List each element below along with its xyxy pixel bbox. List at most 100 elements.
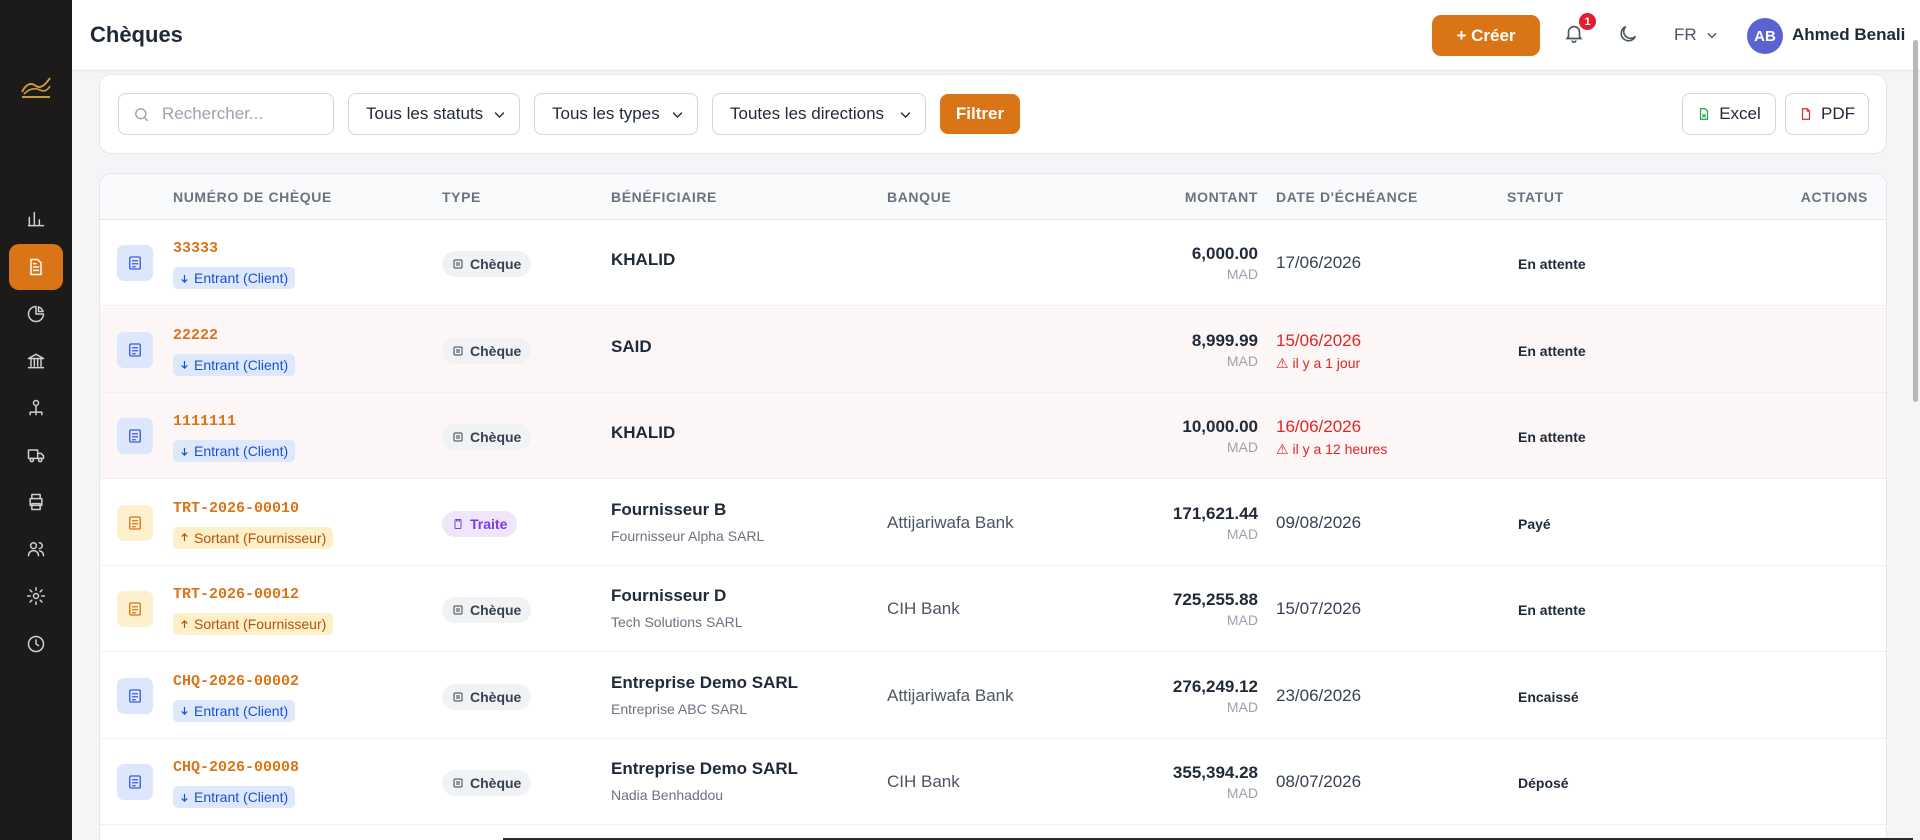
search-box[interactable]	[118, 93, 334, 135]
chevron-down-icon	[900, 111, 911, 118]
language-selector[interactable]: FR	[1674, 25, 1719, 45]
column-header-actions: ACTIONS	[1800, 189, 1868, 205]
document-icon[interactable]	[117, 418, 153, 454]
users-icon	[27, 542, 45, 557]
cheque-number[interactable]: 33333	[173, 240, 219, 257]
sidebar-item-history[interactable]	[9, 621, 63, 667]
sidebar-item-banks[interactable]	[9, 338, 63, 384]
table-row[interactable]: 22222 Entrant (Client) Chèque SAID 8,999.99 M…	[100, 306, 1886, 393]
network-icon	[29, 399, 43, 416]
direction-badge: Entrant (Client)	[173, 267, 296, 289]
arrow-down-icon	[181, 447, 188, 456]
column-header-due-date[interactable]: DATE D'ÉCHÉANCE	[1276, 189, 1418, 205]
table-row[interactable]: TRT-2026-00012 Sortant (Fournisseur) Chèqu…	[100, 566, 1886, 652]
due-date: 09/08/2026	[1276, 512, 1362, 532]
horizontal-scrollbar[interactable]	[503, 838, 1913, 840]
sidebar-item-print[interactable]	[9, 479, 63, 525]
table-row[interactable]: TRT-2026-00010 Sortant (Fournisseur) Trait…	[100, 480, 1886, 566]
bank-name: Attijariwafa Bank	[887, 512, 1014, 532]
document-icon[interactable]	[117, 331, 153, 368]
document-icon	[452, 604, 464, 616]
app-logo[interactable]	[18, 72, 54, 102]
cheque-number[interactable]: TRT-2026-00012	[173, 586, 300, 603]
create-button[interactable]: + Créer	[1432, 15, 1540, 56]
excel-export-button[interactable]: Excel	[1682, 93, 1776, 135]
direction-label: Entrant (Client)	[194, 270, 289, 286]
filter-button[interactable]: Filtrer	[940, 94, 1020, 134]
sidebar-item-deliveries[interactable]	[9, 432, 63, 478]
table-row[interactable]: 1111111 Entrant (Client) Chèque KHALID 10,00…	[100, 393, 1886, 479]
cheque-number[interactable]: CHQ-2026-00008	[173, 759, 300, 776]
sidebar-item-organization[interactable]	[9, 385, 63, 431]
sidebar-item-cheques[interactable]	[9, 244, 63, 290]
document-icon[interactable]	[117, 504, 153, 541]
document-icon[interactable]	[117, 245, 153, 281]
direction-badge: Entrant (Client)	[173, 786, 296, 808]
pdf-label: PDF	[1821, 104, 1855, 123]
page-scrollbar[interactable]	[1913, 40, 1918, 402]
table-row[interactable]: CHQ-2026-00008 Entrant (Client) Chèque Entr…	[100, 739, 1886, 825]
currency: MAD	[1226, 698, 1258, 715]
type-label: Traite	[470, 515, 508, 532]
currency: MAD	[1226, 439, 1258, 455]
type-select[interactable]: Tous les types	[534, 93, 698, 135]
beneficiary-name: Entreprise Demo SARL	[611, 672, 799, 692]
language-label: FR	[1674, 25, 1697, 44]
avatar[interactable]: AB	[1747, 18, 1783, 54]
gear-icon	[26, 586, 46, 606]
sidebar-item-settings[interactable]	[9, 573, 63, 619]
table-row[interactable]: CHQ-2026-00002 Entrant (Client) Chèque Entr…	[100, 653, 1886, 739]
arrow-down-icon	[181, 274, 188, 283]
cheque-number[interactable]: CHQ-2026-00002	[173, 672, 300, 690]
amount: 276,249.12	[1172, 676, 1258, 696]
document-icon	[452, 691, 464, 703]
warning-icon: ⚠	[1276, 441, 1289, 457]
sidebar-item-dashboard[interactable]	[9, 196, 63, 242]
amount: 355,394.28	[1172, 763, 1258, 782]
type-label: Chèque	[470, 256, 522, 272]
beneficiary-name: Fournisseur B	[611, 499, 727, 519]
truck-icon	[27, 449, 45, 463]
column-header-bank[interactable]: BANQUE	[887, 189, 952, 205]
document-icon[interactable]	[117, 591, 153, 627]
document-icon	[452, 431, 464, 443]
cheque-number[interactable]: 1111111	[173, 413, 237, 430]
search-input[interactable]	[162, 104, 312, 124]
type-badge: Chèque	[442, 597, 532, 623]
column-header-status[interactable]: STATUT	[1507, 189, 1564, 205]
cheque-number[interactable]: TRT-2026-00010	[173, 499, 300, 517]
type-badge: Traite	[442, 510, 518, 537]
status-select[interactable]: Tous les statuts	[348, 93, 520, 135]
page-title: Chèques	[90, 22, 183, 47]
status-badge: Encaissé	[1518, 688, 1579, 705]
status-badge: En attente	[1518, 602, 1586, 618]
sidebar-item-reports[interactable]	[9, 291, 63, 337]
status-badge: Payé	[1518, 515, 1551, 532]
document-icon[interactable]	[117, 677, 153, 714]
sidebar-item-users[interactable]	[9, 526, 63, 572]
column-header-amount[interactable]: MONTANT	[1184, 189, 1258, 205]
status-badge: En attente	[1518, 429, 1586, 445]
user-name[interactable]: Ahmed Benali	[1792, 25, 1906, 44]
direction-select[interactable]: Toutes les directions	[712, 93, 926, 135]
document-icon[interactable]	[117, 764, 153, 800]
notifications-button[interactable]	[1563, 22, 1589, 48]
column-header-beneficiary[interactable]: BÉNÉFICIAIRE	[611, 189, 717, 205]
bank-icon	[27, 353, 45, 369]
warning-icon: ⚠	[1276, 354, 1289, 371]
amount: 8,999.99	[1191, 330, 1258, 350]
column-header-type[interactable]: TYPE	[442, 189, 481, 205]
direction-label: Entrant (Client)	[194, 789, 289, 805]
table-row[interactable]: 33333 Entrant (Client) Chèque KHALID 6,000.0…	[100, 220, 1886, 306]
beneficiary-company: Entreprise ABC SARL	[611, 700, 748, 717]
pdf-export-button[interactable]: PDF	[1785, 93, 1869, 135]
cheque-number[interactable]: 22222	[173, 326, 219, 344]
column-header-number[interactable]: NUMÉRO DE CHÈQUE	[173, 189, 332, 205]
status-badge: Déposé	[1518, 775, 1569, 791]
beneficiary-name: Fournisseur D	[611, 586, 727, 605]
arrow-down-icon	[181, 706, 188, 716]
theme-toggle[interactable]	[1617, 23, 1639, 50]
direction-badge: Sortant (Fournisseur)	[173, 526, 334, 549]
cheques-table: NUMÉRO DE CHÈQUE TYPE BÉNÉFICIAIRE BANQU…	[99, 173, 1887, 840]
type-badge: Chèque	[442, 424, 532, 450]
